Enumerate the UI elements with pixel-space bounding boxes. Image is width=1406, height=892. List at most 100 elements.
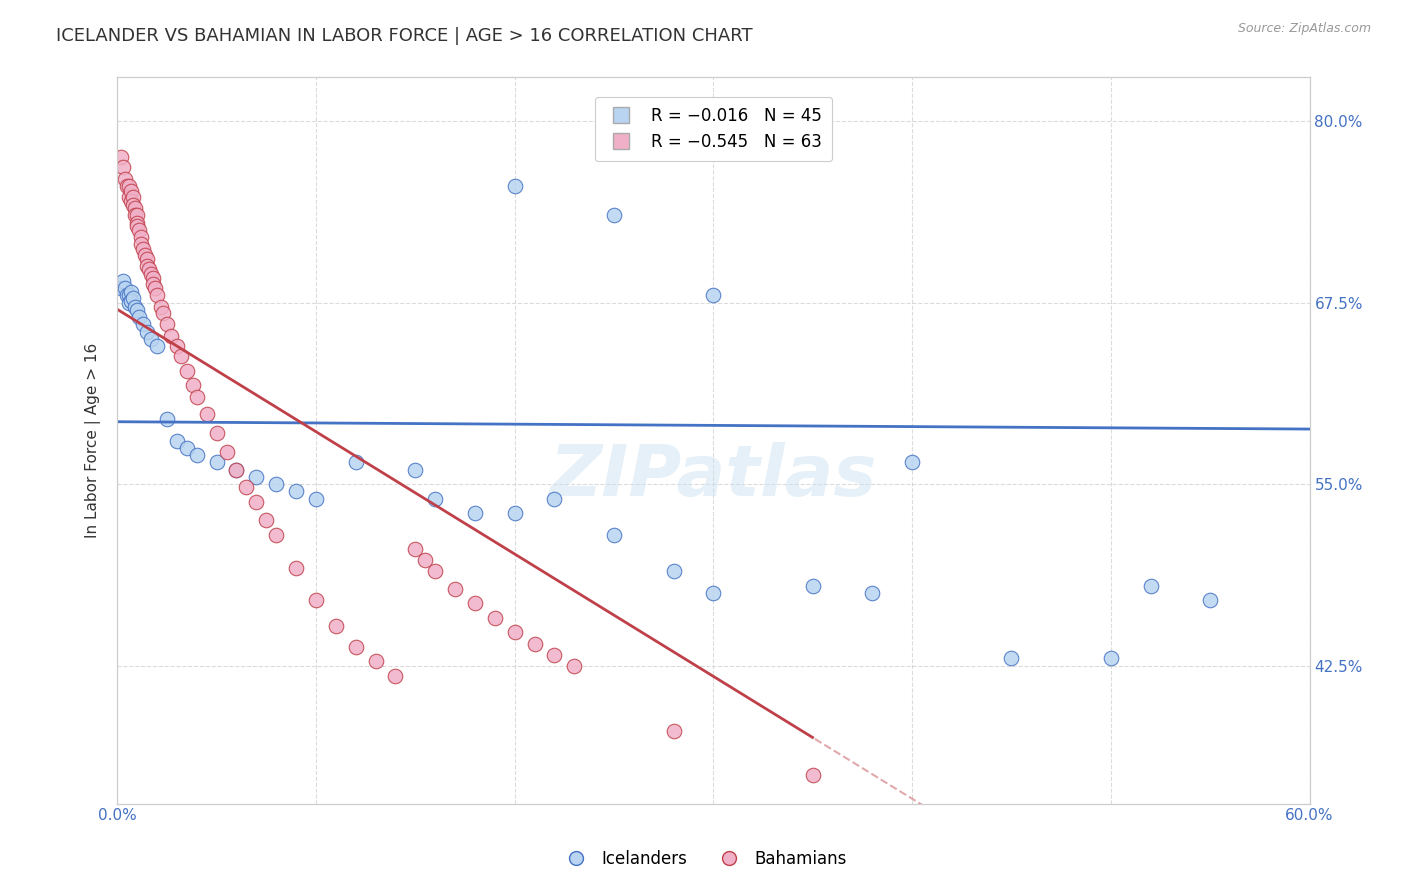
Point xyxy=(146,288,169,302)
Point xyxy=(136,325,159,339)
Point xyxy=(127,219,149,233)
Point xyxy=(503,625,526,640)
Point xyxy=(138,262,160,277)
Point xyxy=(464,596,486,610)
Point xyxy=(156,411,179,425)
Point xyxy=(245,470,267,484)
Point xyxy=(118,295,141,310)
Point xyxy=(120,194,142,208)
Point xyxy=(150,300,173,314)
Point xyxy=(264,528,287,542)
Point xyxy=(124,201,146,215)
Point xyxy=(413,552,436,566)
Point xyxy=(225,462,247,476)
Legend: Icelanders, Bahamians: Icelanders, Bahamians xyxy=(553,844,853,875)
Point xyxy=(166,434,188,448)
Point xyxy=(120,285,142,300)
Point xyxy=(146,339,169,353)
Point xyxy=(254,513,277,527)
Point xyxy=(225,462,247,476)
Point xyxy=(132,318,155,332)
Y-axis label: In Labor Force | Age > 16: In Labor Force | Age > 16 xyxy=(86,343,101,538)
Point xyxy=(120,294,142,309)
Point xyxy=(702,288,724,302)
Point xyxy=(860,586,883,600)
Point xyxy=(132,242,155,256)
Point xyxy=(112,274,135,288)
Point xyxy=(344,455,367,469)
Point xyxy=(464,506,486,520)
Point xyxy=(139,332,162,346)
Point xyxy=(112,161,135,175)
Point xyxy=(114,281,136,295)
Point xyxy=(235,480,257,494)
Point xyxy=(136,259,159,273)
Point xyxy=(801,579,824,593)
Point xyxy=(122,189,145,203)
Point xyxy=(110,150,132,164)
Point xyxy=(662,564,685,578)
Text: ZIPatlas: ZIPatlas xyxy=(550,442,877,511)
Point xyxy=(122,291,145,305)
Point xyxy=(118,189,141,203)
Point xyxy=(115,179,138,194)
Point xyxy=(124,300,146,314)
Point xyxy=(129,237,152,252)
Point xyxy=(129,230,152,244)
Point xyxy=(404,542,426,557)
Point xyxy=(1099,651,1122,665)
Point xyxy=(404,462,426,476)
Point xyxy=(603,528,626,542)
Point xyxy=(134,247,156,261)
Point xyxy=(523,637,546,651)
Point xyxy=(127,216,149,230)
Text: ICELANDER VS BAHAMIAN IN LABOR FORCE | AGE > 16 CORRELATION CHART: ICELANDER VS BAHAMIAN IN LABOR FORCE | A… xyxy=(56,27,752,45)
Point xyxy=(543,491,565,506)
Point xyxy=(344,640,367,654)
Point xyxy=(181,378,204,392)
Point xyxy=(124,208,146,222)
Point xyxy=(364,654,387,668)
Point xyxy=(384,669,406,683)
Point xyxy=(110,281,132,295)
Point xyxy=(305,491,328,506)
Point xyxy=(127,208,149,222)
Point xyxy=(264,477,287,491)
Point xyxy=(285,484,308,499)
Point xyxy=(425,564,447,578)
Point xyxy=(142,277,165,291)
Point xyxy=(603,208,626,222)
Point xyxy=(170,349,193,363)
Point xyxy=(1000,651,1022,665)
Point xyxy=(136,252,159,266)
Point xyxy=(562,658,585,673)
Point xyxy=(156,318,179,332)
Point xyxy=(205,426,228,441)
Point xyxy=(543,648,565,663)
Point xyxy=(901,455,924,469)
Point xyxy=(205,455,228,469)
Point xyxy=(215,445,238,459)
Point xyxy=(128,223,150,237)
Point xyxy=(127,302,149,317)
Point xyxy=(1199,593,1222,607)
Point xyxy=(115,288,138,302)
Point xyxy=(1139,579,1161,593)
Point xyxy=(305,593,328,607)
Point xyxy=(186,448,208,462)
Legend: R = −0.016   N = 45, R = −0.545   N = 63: R = −0.016 N = 45, R = −0.545 N = 63 xyxy=(595,96,832,161)
Point xyxy=(166,339,188,353)
Point xyxy=(152,306,174,320)
Point xyxy=(425,491,447,506)
Point xyxy=(801,767,824,781)
Point xyxy=(120,184,142,198)
Point xyxy=(186,390,208,404)
Point xyxy=(285,561,308,575)
Point xyxy=(325,619,347,633)
Point xyxy=(139,267,162,281)
Point xyxy=(160,329,183,343)
Point xyxy=(176,364,198,378)
Point xyxy=(143,281,166,295)
Point xyxy=(176,441,198,455)
Point xyxy=(118,288,141,302)
